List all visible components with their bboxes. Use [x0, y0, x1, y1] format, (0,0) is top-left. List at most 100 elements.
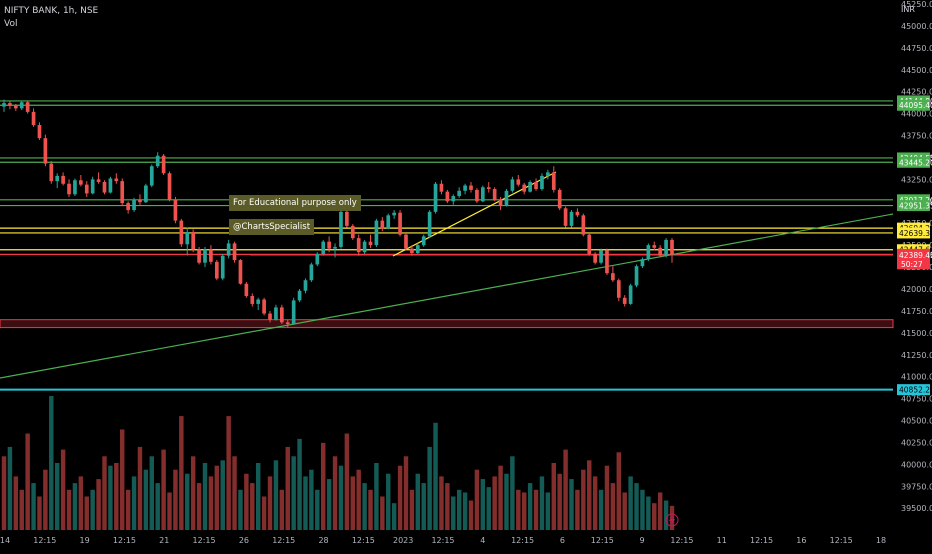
candle-body — [120, 181, 125, 204]
level-tag-bg — [897, 156, 930, 168]
price-tick-label: 42000.00 — [901, 285, 932, 294]
volume-bar — [386, 473, 391, 530]
time-tick-label: 19 — [80, 536, 90, 545]
candle-body — [197, 249, 201, 263]
time-tick-label: 12:15 — [750, 536, 773, 545]
candle — [161, 153, 166, 175]
lightning-icon-ring — [665, 513, 679, 527]
candle — [114, 173, 119, 184]
candle-body — [480, 187, 485, 202]
candle-body — [333, 246, 337, 249]
candle — [303, 278, 308, 294]
candle-body — [427, 211, 432, 237]
volume-bar — [622, 492, 627, 530]
volume-bar — [462, 492, 468, 530]
time-tick-label: 16 — [796, 536, 806, 545]
candle-body — [551, 172, 556, 190]
volume-bar — [43, 469, 48, 530]
price-tick-label: 40750.00 — [901, 395, 932, 404]
candle — [291, 297, 296, 325]
candle-body — [256, 299, 261, 304]
volume-bar — [427, 446, 432, 530]
candle-body — [356, 238, 361, 253]
candle-body — [368, 241, 373, 246]
candle — [84, 181, 89, 197]
candle-body — [528, 182, 532, 192]
candle-body — [557, 189, 562, 209]
volume-bar — [451, 496, 456, 530]
candle — [658, 245, 663, 258]
candle — [563, 206, 568, 228]
candle — [439, 180, 444, 195]
candle-body — [510, 179, 515, 191]
candle-body — [155, 155, 160, 167]
candle — [333, 243, 337, 258]
candle-body — [469, 185, 473, 190]
level-price-tag: 42951.35 — [897, 200, 932, 212]
candle — [126, 201, 130, 214]
level-tag-label: 42639.30 — [899, 229, 932, 238]
candle — [220, 253, 225, 281]
candle — [285, 319, 290, 328]
volume-bar — [309, 469, 314, 530]
candle-body — [238, 260, 243, 284]
volume-bar — [575, 489, 580, 530]
candle — [31, 108, 36, 127]
volume-bar — [161, 449, 166, 530]
candle — [102, 180, 107, 195]
candle — [138, 194, 142, 205]
volume-bar — [545, 492, 551, 530]
candle — [540, 173, 544, 191]
candle — [575, 208, 580, 218]
volume-bar — [102, 456, 107, 530]
candle — [480, 185, 485, 203]
candle-body — [96, 179, 101, 183]
time-tick-label: 28 — [318, 536, 328, 545]
time-tick-label: 12:15 — [591, 536, 614, 545]
candle-body — [244, 283, 249, 297]
candle-body — [380, 220, 385, 229]
volume-bar — [397, 465, 403, 530]
candle-body — [504, 190, 509, 206]
candle-body — [226, 243, 231, 256]
price-tick-label: 40000.00 — [901, 460, 932, 469]
author-note: @ChartsSpecialist — [229, 219, 315, 235]
volume-bar — [581, 469, 586, 530]
level-tag-bg — [897, 200, 930, 212]
volume-bar — [7, 446, 13, 530]
long-trendline — [0, 213, 894, 379]
volume-bar — [125, 489, 131, 530]
volume-bar — [78, 476, 84, 530]
volume-bar — [255, 463, 261, 530]
candle-body — [415, 245, 420, 254]
candle-body — [303, 280, 308, 291]
candle — [463, 183, 467, 195]
candle — [61, 172, 65, 186]
candle — [374, 218, 379, 247]
candle — [433, 182, 438, 214]
candle — [179, 218, 184, 247]
time-tick-label: 12:15 — [33, 536, 56, 545]
candle-body — [616, 280, 621, 298]
candle-body — [31, 111, 36, 126]
candle — [108, 176, 113, 194]
candle-body — [546, 172, 550, 176]
candle-body — [280, 307, 284, 323]
volume-bar — [108, 465, 113, 530]
volume-label: Vol — [4, 19, 18, 29]
candle — [362, 239, 367, 254]
candle-body — [640, 259, 645, 267]
level-tag-bg — [897, 194, 930, 206]
time-tick-label: 14 — [0, 536, 10, 545]
volume-bar — [421, 483, 426, 530]
volume-bar — [84, 496, 89, 530]
candle-body — [149, 166, 154, 186]
volume-bar — [480, 479, 486, 530]
candle — [67, 179, 71, 197]
candle-body — [670, 239, 674, 255]
volume-bar — [149, 456, 155, 530]
volume-bar — [291, 456, 296, 530]
volume-bar — [250, 483, 255, 530]
candle-body — [392, 212, 396, 216]
